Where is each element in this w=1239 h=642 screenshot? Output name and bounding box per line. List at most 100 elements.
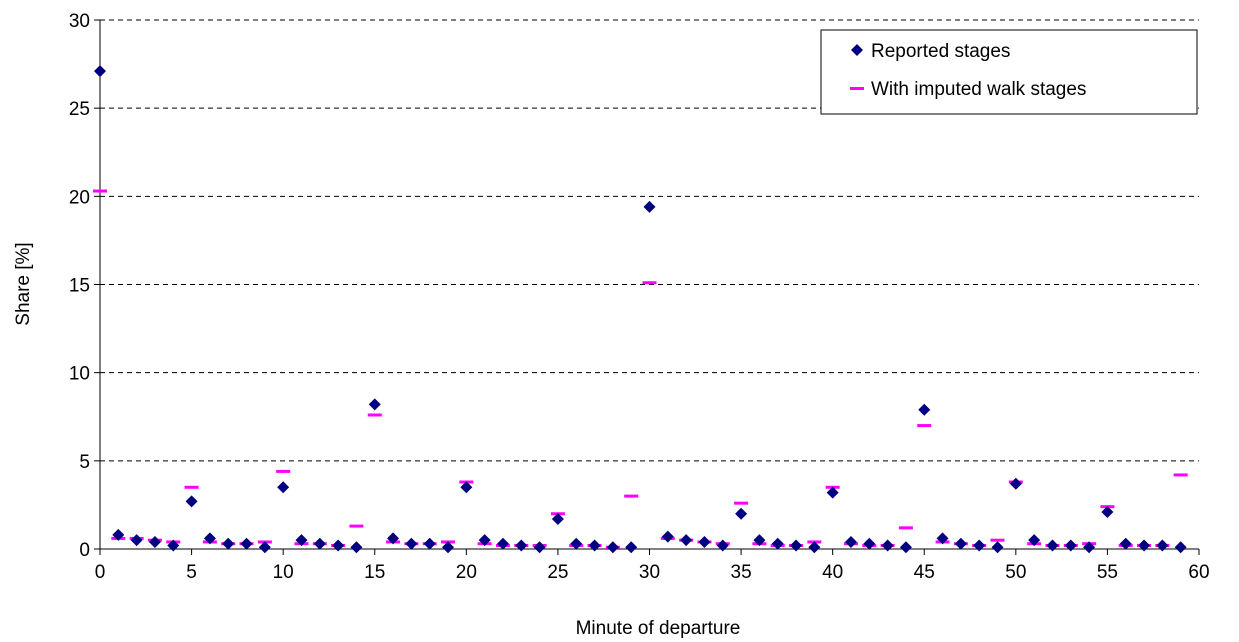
reported-point — [844, 535, 857, 548]
reported-point — [515, 539, 528, 552]
reported-point — [405, 537, 418, 550]
legend-reported-label: Reported stages — [871, 41, 1010, 62]
reported-point — [478, 534, 491, 547]
x-tick-label: 35 — [731, 562, 752, 583]
reported-point — [1083, 541, 1096, 554]
reported-point — [698, 535, 711, 548]
imputed-point — [367, 413, 382, 417]
reported-point — [790, 539, 803, 552]
y-tick-label: 5 — [79, 452, 90, 473]
reported-point — [350, 541, 363, 554]
reported-point — [332, 539, 345, 552]
reported-point — [588, 539, 601, 552]
reported-point — [203, 532, 216, 545]
reported-point — [881, 539, 894, 552]
x-tick-label: 5 — [186, 562, 197, 583]
reported-point — [899, 541, 912, 554]
y-tick-label: 30 — [69, 11, 90, 32]
legend-reported-diamond-icon — [851, 44, 863, 56]
imputed-point — [93, 189, 107, 193]
reported-point — [295, 534, 308, 547]
x-tick-label: 45 — [914, 562, 935, 583]
reported-point — [680, 534, 693, 547]
reported-point — [1046, 539, 1059, 552]
legend-box — [820, 29, 1198, 115]
reported-point — [167, 539, 180, 552]
imputed-point — [349, 524, 364, 528]
reported-point — [442, 541, 455, 554]
reported-point — [753, 534, 766, 547]
reported-point — [936, 532, 949, 545]
imputed-point — [917, 424, 932, 428]
reported-point — [313, 537, 326, 550]
reported-point — [1009, 477, 1022, 490]
legend-imputed-dash-icon — [850, 87, 864, 90]
y-tick-label: 25 — [69, 99, 90, 120]
x-tick-label: 20 — [456, 562, 477, 583]
reported-point — [735, 507, 748, 520]
reported-point — [460, 481, 473, 494]
x-tick-label: 25 — [547, 562, 568, 583]
axes — [94, 19, 1200, 555]
reported-point — [258, 541, 271, 554]
imputed-point — [184, 485, 199, 489]
reported-point — [716, 539, 729, 552]
x-tick-label: 60 — [1188, 562, 1209, 583]
reported-point — [973, 539, 986, 552]
reported-point — [277, 481, 290, 494]
y-tick-label: 10 — [69, 364, 90, 385]
reported-point — [954, 537, 967, 550]
reported-point — [771, 537, 784, 550]
reported-point — [551, 513, 564, 526]
grid-lines — [100, 19, 1199, 462]
reported-point — [1119, 537, 1132, 550]
reported-point — [148, 535, 161, 548]
y-axis-title: Share [%] — [13, 242, 34, 325]
reported-point — [94, 65, 106, 78]
y-tick-labels: 0 5 10 15 20 25 30 — [69, 11, 90, 561]
reported-point — [991, 541, 1004, 554]
x-tick-label: 30 — [639, 562, 660, 583]
reported-point — [185, 495, 198, 508]
reported-point — [918, 403, 931, 416]
imputed-point — [734, 501, 749, 505]
reported-point — [808, 541, 821, 554]
legend-imputed-label: With imputed walk stages — [871, 79, 1086, 100]
reported-point — [423, 537, 436, 550]
imputed-point — [898, 526, 913, 530]
reported-point — [863, 537, 876, 550]
legend: Reported stages With imputed walk stages — [820, 29, 1198, 115]
reported-point — [625, 541, 638, 554]
imputed-point — [1173, 473, 1188, 477]
series-reported-marks — [94, 65, 1187, 554]
reported-point — [368, 398, 381, 411]
reported-point — [387, 532, 400, 545]
x-tick-label: 55 — [1097, 562, 1118, 583]
imputed-point — [624, 494, 639, 498]
y-tick-label: 20 — [69, 187, 90, 208]
reported-point — [1156, 539, 1169, 552]
reported-point — [606, 541, 619, 554]
reported-point — [1174, 541, 1187, 554]
reported-point — [661, 530, 674, 543]
y-tick-label: 0 — [79, 540, 90, 561]
x-axis-title: Minute of departure — [576, 618, 741, 639]
x-tick-labels: 0 5 10 15 20 25 30 35 40 45 50 55 60 — [95, 562, 1210, 583]
y-tick-label: 15 — [69, 276, 90, 297]
reported-point — [496, 537, 509, 550]
imputed-point — [642, 281, 657, 285]
reported-point — [130, 534, 143, 547]
x-tick-label: 50 — [1005, 562, 1026, 583]
x-tick-label: 10 — [273, 562, 294, 583]
reported-point — [1028, 534, 1041, 547]
x-tick-label: 15 — [364, 562, 385, 583]
x-tick-label: 0 — [95, 562, 106, 583]
reported-point — [222, 537, 235, 550]
imputed-point — [276, 469, 291, 473]
reported-point — [643, 200, 656, 213]
imputed-point — [990, 538, 1005, 542]
reported-point — [112, 528, 125, 541]
reported-point — [570, 537, 583, 550]
reported-point — [826, 486, 839, 499]
